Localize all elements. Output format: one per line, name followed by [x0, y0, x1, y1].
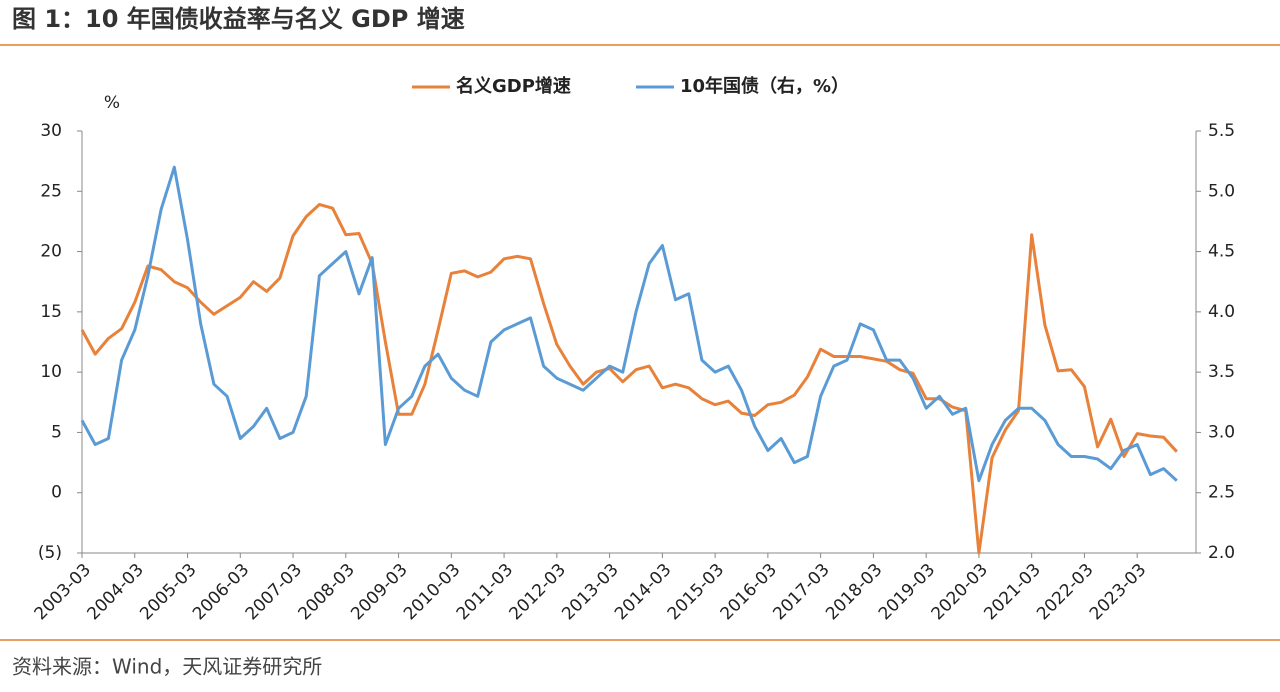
x-tick-label: 2021-03: [980, 560, 1044, 624]
x-tick-label: 2017-03: [769, 560, 833, 624]
y-tick-label: 15: [40, 302, 62, 322]
series-line: [80, 203, 1178, 555]
y2-tick-label: 4.0: [1208, 302, 1235, 322]
x-tick-label: 2023-03: [1086, 560, 1150, 624]
y2-tick-label: 2.5: [1208, 483, 1235, 503]
x-tick-label: 2004-03: [83, 560, 147, 624]
x-tick-label: 2014-03: [611, 560, 675, 624]
legend-label: 名义GDP增速: [456, 75, 571, 97]
y-tick-label: 20: [40, 242, 62, 262]
y-tick-label: (5): [38, 543, 62, 563]
y-tick-label: 25: [40, 181, 62, 201]
x-tick-label: 2019-03: [875, 560, 939, 624]
x-tick-label: 2005-03: [136, 560, 200, 624]
y2-tick-label: 5.5: [1208, 121, 1235, 141]
y2-tick-label: 3.0: [1208, 422, 1235, 442]
legend-label: 10年国债（右，%）: [680, 75, 849, 97]
y2-tick-label: 4.5: [1208, 242, 1235, 262]
x-tick-label: 2011-03: [453, 560, 517, 624]
x-tick-label: 2008-03: [295, 560, 359, 624]
x-tick-label: 2013-03: [558, 560, 622, 624]
x-tick-label: 2015-03: [664, 560, 728, 624]
x-tick-label: 2003-03: [31, 560, 95, 624]
x-tick-label: 2007-03: [242, 560, 306, 624]
x-tick-label: 2022-03: [1033, 560, 1097, 624]
x-tick-label: 2006-03: [189, 560, 253, 624]
x-tick-label: 2012-03: [506, 560, 570, 624]
y-tick-label: 10: [40, 362, 62, 382]
y2-tick-label: 3.5: [1208, 362, 1235, 382]
x-tick-label: 2018-03: [822, 560, 886, 624]
y-tick-label: 30: [40, 121, 62, 141]
x-tick-label: 2009-03: [347, 560, 411, 624]
y-tick-label: 5: [51, 422, 62, 442]
x-tick-label: 2010-03: [400, 560, 464, 624]
source: 资料来源：Wind，天风证券研究所: [12, 655, 322, 679]
y2-tick-label: 2.0: [1208, 543, 1235, 563]
x-tick-label: 2016-03: [717, 560, 781, 624]
chart-title: 图 1：10 年国债收益率与名义 GDP 增速: [12, 5, 465, 33]
series-line: [80, 165, 1178, 483]
y2-tick-label: 5.0: [1208, 181, 1235, 201]
y-tick-label: 0: [51, 483, 62, 503]
x-tick-label: 2020-03: [928, 560, 992, 624]
y-unit: %: [104, 93, 120, 113]
